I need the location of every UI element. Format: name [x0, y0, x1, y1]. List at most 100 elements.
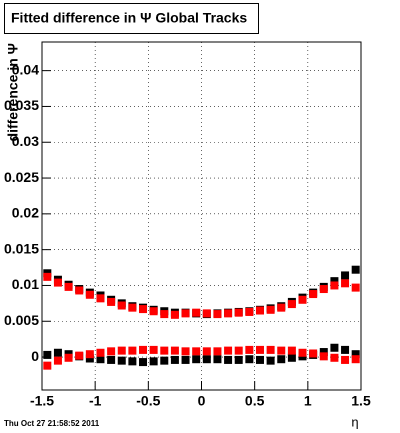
marker — [213, 347, 222, 356]
marker — [64, 353, 73, 362]
marker — [330, 343, 339, 352]
marker — [170, 346, 179, 355]
marker — [234, 308, 243, 317]
marker — [117, 301, 126, 310]
marker — [266, 305, 275, 314]
marker — [139, 345, 148, 354]
marker — [192, 308, 201, 317]
x-tick-label: -1 — [89, 393, 102, 409]
marker — [255, 306, 264, 315]
marker — [245, 355, 254, 364]
marker — [107, 347, 116, 356]
x-tick-label: 1 — [304, 393, 312, 409]
timestamp: Thu Oct 27 21:58:52 2011 — [4, 419, 100, 428]
marker — [107, 297, 116, 306]
marker — [192, 347, 201, 356]
marker — [85, 350, 94, 359]
x-tick-label: -1.5 — [30, 393, 54, 409]
marker — [128, 346, 137, 355]
marker — [170, 355, 179, 364]
marker — [85, 354, 94, 363]
marker — [309, 349, 318, 358]
marker — [181, 355, 190, 364]
marker — [43, 350, 52, 359]
marker — [330, 281, 339, 290]
marker — [96, 355, 105, 364]
marker — [160, 346, 169, 355]
marker — [107, 355, 116, 364]
marker — [224, 309, 233, 318]
marker — [277, 346, 286, 355]
y-tick-label: 0.005 — [4, 312, 39, 328]
marker — [277, 303, 286, 312]
marker — [351, 283, 360, 292]
marker — [75, 351, 84, 360]
marker — [75, 286, 84, 295]
marker — [160, 356, 169, 365]
y-axis-label: difference in Ψ — [5, 43, 21, 141]
marker — [149, 357, 158, 366]
marker — [53, 356, 62, 365]
marker — [149, 345, 158, 354]
x-tick-label: 1.5 — [351, 393, 371, 409]
marker — [202, 347, 211, 356]
marker — [234, 355, 243, 364]
marker — [234, 346, 243, 355]
marker — [351, 355, 360, 364]
y-tick-label: 0.03 — [12, 133, 39, 149]
marker — [330, 277, 339, 286]
marker — [149, 307, 158, 316]
marker — [139, 305, 148, 314]
x-tick-label: -0.5 — [136, 393, 160, 409]
marker — [181, 309, 190, 318]
marker — [117, 356, 126, 365]
marker — [128, 303, 137, 312]
marker — [96, 294, 105, 303]
marker — [213, 310, 222, 319]
marker — [128, 357, 137, 366]
marker — [341, 271, 350, 280]
marker — [351, 265, 360, 274]
marker — [255, 345, 264, 354]
marker — [53, 278, 62, 287]
marker — [139, 358, 148, 367]
marker — [287, 353, 296, 362]
marker — [298, 348, 307, 357]
marker — [309, 290, 318, 299]
marker — [341, 345, 350, 354]
marker — [266, 345, 275, 354]
marker — [202, 355, 211, 364]
marker — [245, 307, 254, 316]
marker — [277, 355, 286, 364]
marker — [298, 295, 307, 304]
y-tick-label: 0.01 — [12, 276, 39, 292]
y-tick-label: 0.035 — [4, 97, 39, 113]
x-axis-label: η — [351, 414, 358, 429]
marker — [245, 345, 254, 354]
marker — [202, 309, 211, 318]
marker — [85, 290, 94, 299]
marker — [287, 346, 296, 355]
marker — [319, 285, 328, 294]
y-tick-label: 0.02 — [12, 205, 39, 221]
marker — [341, 355, 350, 364]
marker — [351, 350, 360, 359]
marker — [43, 361, 52, 370]
marker — [319, 348, 328, 357]
marker — [64, 282, 73, 291]
marker — [96, 348, 105, 357]
y-tick-label: 0.015 — [4, 240, 39, 256]
marker — [117, 346, 126, 355]
x-tick-label: 0.5 — [245, 393, 265, 409]
marker — [213, 355, 222, 364]
marker — [224, 346, 233, 355]
y-tick-label: 0.025 — [4, 169, 39, 185]
marker — [224, 355, 233, 364]
marker — [53, 348, 62, 357]
marker — [341, 279, 350, 288]
chart-title: Fitted difference in Ψ Global Tracks — [11, 10, 247, 26]
marker — [319, 352, 328, 361]
y-tick-label: 0.04 — [12, 61, 39, 77]
